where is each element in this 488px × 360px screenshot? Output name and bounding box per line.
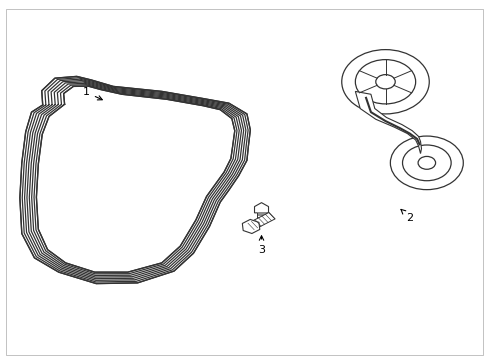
Polygon shape [254, 203, 268, 213]
Polygon shape [242, 219, 259, 234]
Polygon shape [247, 212, 274, 230]
Polygon shape [355, 91, 421, 154]
Text: 2: 2 [400, 210, 412, 222]
Text: 1: 1 [83, 87, 102, 100]
Text: 3: 3 [258, 236, 264, 255]
